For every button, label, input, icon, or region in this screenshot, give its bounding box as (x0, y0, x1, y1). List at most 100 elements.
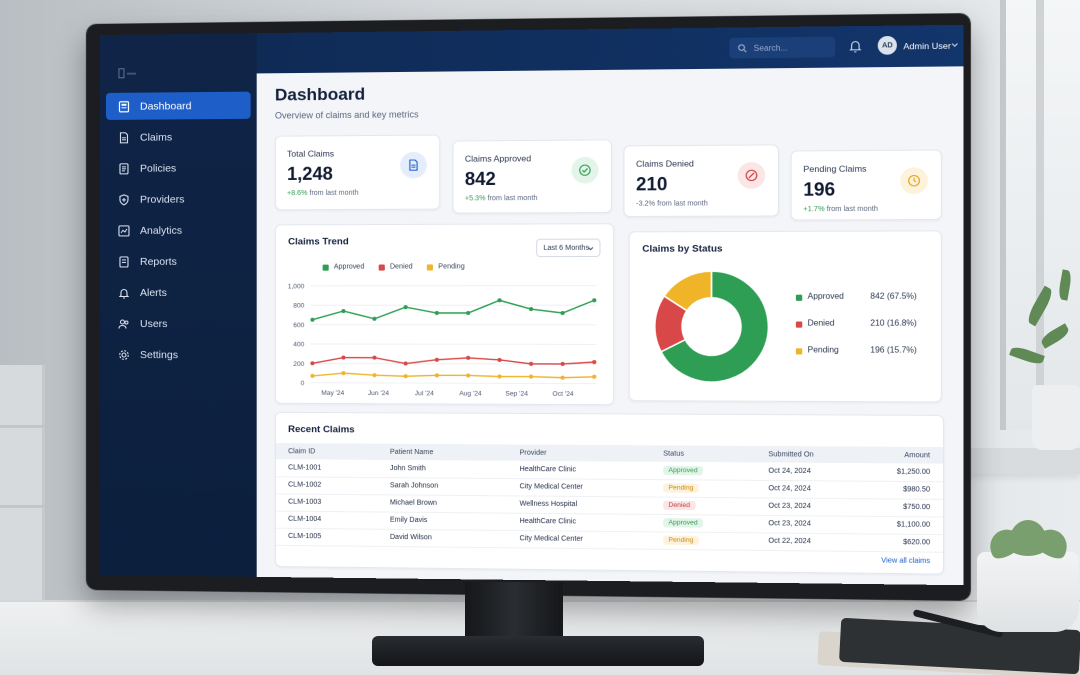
data-point[interactable] (341, 371, 345, 375)
data-point[interactable] (466, 311, 470, 315)
y-tick-label: 1,000 (288, 283, 305, 290)
status-badge: Pending (663, 536, 699, 546)
shield-icon (118, 193, 130, 205)
status-name: Pending (808, 345, 839, 354)
data-point[interactable] (498, 298, 502, 302)
status-value: 196 (15.7%) (870, 345, 917, 354)
data-point[interactable] (498, 358, 502, 362)
data-point[interactable] (435, 358, 439, 362)
kpi-change: -3.2% from last month (636, 200, 708, 207)
sidebar-item-label: Analytics (140, 224, 182, 236)
status-badge: Approved (663, 518, 703, 528)
data-point[interactable] (372, 373, 376, 377)
data-point[interactable] (435, 311, 439, 315)
search-input[interactable]: Search... (729, 37, 835, 59)
sidebar-item-policies[interactable]: Policies (106, 154, 251, 182)
status-badge: Denied (663, 501, 695, 511)
kpi-card-pending-claims[interactable]: Pending Claims 196 +1.7% from last month (791, 149, 942, 220)
data-point[interactable] (404, 305, 408, 309)
data-point[interactable] (561, 311, 565, 315)
column-header[interactable]: Amount (857, 447, 942, 464)
sidebar-item-alerts[interactable]: Alerts (106, 279, 251, 306)
status-cell: Pending (651, 479, 756, 497)
kpi-value: 842 (465, 169, 496, 191)
x-tick-label: Jun '24 (368, 390, 390, 397)
submitted-date-cell: Oct 23, 2024 (756, 497, 858, 515)
sidebar-item-label: Alerts (140, 286, 167, 298)
claim-id-cell: CLM-1003 (276, 493, 378, 511)
view-all-claims-link[interactable]: View all claims (881, 557, 930, 565)
sidebar-item-claims[interactable]: Claims (106, 123, 251, 151)
kpi-value: 1,248 (287, 164, 333, 185)
data-point[interactable] (592, 375, 596, 379)
data-point[interactable] (341, 356, 345, 360)
chevron-down-icon[interactable] (950, 40, 959, 48)
status-badge: Pending (663, 483, 699, 493)
sidebar-item-analytics[interactable]: Analytics (106, 216, 251, 244)
data-point[interactable] (372, 356, 376, 360)
column-header[interactable]: Patient Name (378, 444, 507, 461)
analytics-icon (118, 224, 130, 236)
data-point[interactable] (498, 374, 502, 378)
sidebar-item-providers[interactable]: Providers (106, 185, 251, 213)
status-cell: Approved (651, 462, 756, 480)
user-name[interactable]: Admin User (903, 41, 951, 52)
status-name: Approved (808, 292, 844, 301)
submitted-date-cell: Oct 22, 2024 (756, 532, 858, 551)
status-legend-row: Denied 210 (16.8%) (796, 318, 924, 345)
sidebar-item-label: Dashboard (140, 100, 192, 112)
claim-id-cell: CLM-1002 (276, 476, 378, 494)
column-header[interactable]: Provider (507, 444, 650, 461)
data-point[interactable] (529, 307, 533, 311)
data-point[interactable] (592, 360, 596, 364)
avatar[interactable]: AD (878, 36, 897, 55)
column-header[interactable]: Submitted On (756, 446, 858, 463)
kpi-card-total-claims[interactable]: Total Claims 1,248 +8.6% from last month (275, 135, 440, 211)
data-point[interactable] (561, 362, 565, 366)
sidebar-item-settings[interactable]: Settings (106, 341, 251, 368)
data-point[interactable] (592, 298, 596, 302)
succulent-pot (977, 552, 1079, 632)
data-point[interactable] (341, 309, 345, 313)
kpi-card-claims-approved[interactable]: Claims Approved 842 +5.3% from last mont… (453, 139, 612, 213)
kpi-change-suffix: from last month (309, 190, 358, 197)
provider-cell: Wellness Hospital (507, 495, 650, 514)
data-point[interactable] (404, 362, 408, 366)
data-point[interactable] (561, 376, 565, 380)
sidebar-item-label: Claims (140, 131, 172, 143)
status-value: 842 (67.5%) (870, 292, 917, 301)
column-header[interactable]: Status (651, 445, 756, 462)
sidebar-item-users[interactable]: Users (106, 310, 251, 337)
data-point[interactable] (372, 317, 376, 321)
status-value: 210 (16.8%) (870, 318, 917, 327)
kpi-card-claims-denied[interactable]: Claims Denied 210 -3.2% from last month (623, 144, 778, 217)
top-bar: Search... AD Admin User (257, 25, 964, 74)
x-tick-label: Sep '24 (505, 390, 528, 397)
data-point[interactable] (310, 318, 314, 322)
search-icon (738, 43, 747, 52)
data-point[interactable] (310, 374, 314, 378)
data-point[interactable] (466, 356, 470, 360)
policy-icon (118, 162, 130, 174)
patient-name-cell: David Wilson (378, 529, 507, 548)
kpi-change-suffix: from last month (657, 200, 708, 207)
submitted-date-cell: Oct 24, 2024 (756, 462, 858, 480)
sidebar-item-dashboard[interactable]: Dashboard (106, 92, 251, 120)
notification-bell-icon[interactable] (848, 38, 863, 53)
kpi-label: Total Claims (287, 148, 334, 158)
provider-cell: HealthCare Clinic (507, 513, 650, 532)
x-tick-label: Jul '24 (415, 390, 434, 397)
data-point[interactable] (466, 373, 470, 377)
app-logo (118, 67, 138, 81)
data-point[interactable] (435, 373, 439, 377)
y-tick-label: 0 (301, 380, 305, 387)
data-point[interactable] (310, 361, 314, 365)
data-point[interactable] (529, 375, 533, 379)
sidebar-item-reports[interactable]: Reports (106, 248, 251, 275)
column-header[interactable]: Claim ID (276, 443, 378, 460)
data-point[interactable] (404, 374, 408, 378)
claims-status-donut-chart (630, 232, 788, 403)
clock-icon (900, 167, 928, 194)
data-point[interactable] (529, 362, 533, 366)
patient-name-cell: Sarah Johnson (378, 477, 507, 495)
